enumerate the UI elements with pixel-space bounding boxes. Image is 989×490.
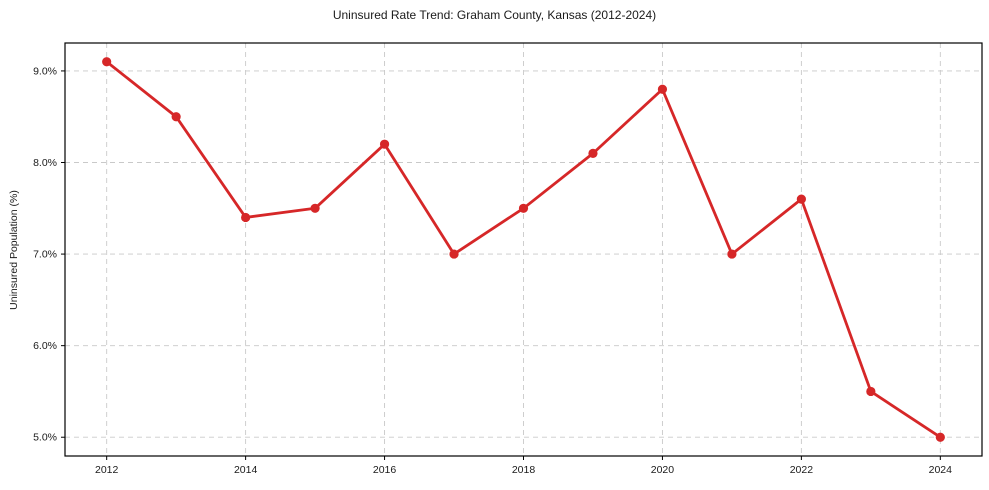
y-tick-label: 8.0% (33, 157, 57, 169)
chart-title: Uninsured Rate Trend: Graham County, Kan… (332, 8, 657, 22)
y-tick-label: 9.0% (33, 65, 57, 77)
data-point-marker (727, 249, 737, 259)
data-point-marker (102, 57, 112, 67)
y-tick-label: 7.0% (33, 249, 57, 261)
data-point-marker (171, 112, 181, 122)
x-tick-label: 2016 (373, 464, 397, 476)
y-tick-label: 6.0% (33, 340, 57, 352)
data-point-marker (518, 203, 529, 213)
data-point-marker (657, 84, 668, 94)
data-point-marker (935, 432, 945, 442)
x-tick-label: 2018 (512, 464, 536, 476)
x-tick-label: 2014 (234, 464, 258, 476)
x-tick-label: 2022 (790, 464, 814, 476)
data-point-marker (796, 194, 806, 204)
x-tick-label: 2012 (95, 464, 119, 476)
x-tick-label: 2020 (651, 464, 675, 476)
data-point-marker (310, 203, 320, 213)
y-tick-label: 5.0% (33, 432, 57, 444)
x-tick-label: 2024 (929, 464, 953, 476)
data-point-marker (866, 386, 876, 397)
data-point-marker (449, 249, 459, 259)
data-point-marker (241, 212, 251, 223)
data-point-marker (379, 139, 390, 149)
data-point-marker (588, 148, 598, 158)
